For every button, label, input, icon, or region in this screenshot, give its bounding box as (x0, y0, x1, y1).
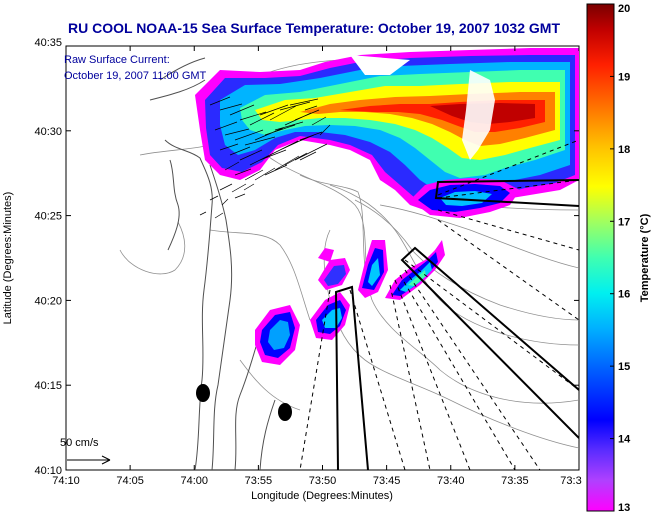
y-tick-label: 40:35 (34, 37, 62, 49)
colorbar-tick-label: 14 (618, 434, 631, 446)
colorbar-tick-label: 18 (618, 144, 630, 156)
colorbar-label: Temperature (°C) (639, 213, 651, 302)
y-axis: 40:35 40:30 40:25 40:20 40:15 40:10 (34, 37, 579, 477)
x-axis-label: Longitude (Degrees:Minutes) (251, 490, 393, 502)
chart-title: RU COOL NOAA-15 Sea Surface Temperature:… (68, 20, 560, 36)
y-tick-label: 40:25 (34, 211, 62, 223)
current-time: October 19, 2007 11:00 GMT (64, 70, 207, 82)
x-tick-label: 74:10 (52, 475, 80, 487)
y-tick-label: 40:15 (34, 380, 62, 392)
x-tick-label: 73:45 (373, 475, 401, 487)
x-tick-label: 74:05 (116, 475, 144, 487)
y-tick-label: 40:20 (34, 295, 62, 307)
colorbar-tick-label: 13 (618, 502, 630, 514)
current-title: Raw Surface Current: (64, 54, 170, 66)
colorbar-tick-label: 16 (618, 289, 630, 301)
y-tick-label: 40:10 (34, 465, 62, 477)
x-tick-label: 73:50 (309, 475, 337, 487)
radar-site-marker (196, 384, 210, 402)
y-tick-label: 40:30 (34, 126, 62, 138)
x-axis: 74:10 74:05 74:00 73:55 73:50 73:45 73:40 73:35… (52, 46, 582, 487)
x-tick-label: 74:00 (180, 475, 208, 487)
current-vectors (67, 96, 331, 465)
radial-lines (299, 139, 579, 470)
x-tick-label: 73:55 (245, 475, 273, 487)
y-axis-label: Latitude (Degrees:Minutes) (2, 192, 14, 325)
sst-field (195, 48, 579, 365)
colorbar-tick-label: 15 (618, 361, 630, 373)
colorbar-tick-label: 19 (618, 71, 630, 83)
colorbar-tick-label: 20 (618, 3, 630, 15)
x-tick-label: 73:3 (560, 475, 581, 487)
colorbar-tick-label: 17 (618, 216, 630, 228)
colorbar (586, 3, 615, 512)
radar-site-marker (278, 403, 292, 421)
coastline (149, 57, 276, 470)
colorbar-ticks: 20 19 18 17 16 15 14 13 (610, 3, 631, 514)
x-tick-label: 73:35 (501, 475, 529, 487)
x-tick-label: 73:40 (437, 475, 465, 487)
scale-label: 50 cm/s (60, 437, 99, 449)
radar-wedges (334, 179, 579, 470)
